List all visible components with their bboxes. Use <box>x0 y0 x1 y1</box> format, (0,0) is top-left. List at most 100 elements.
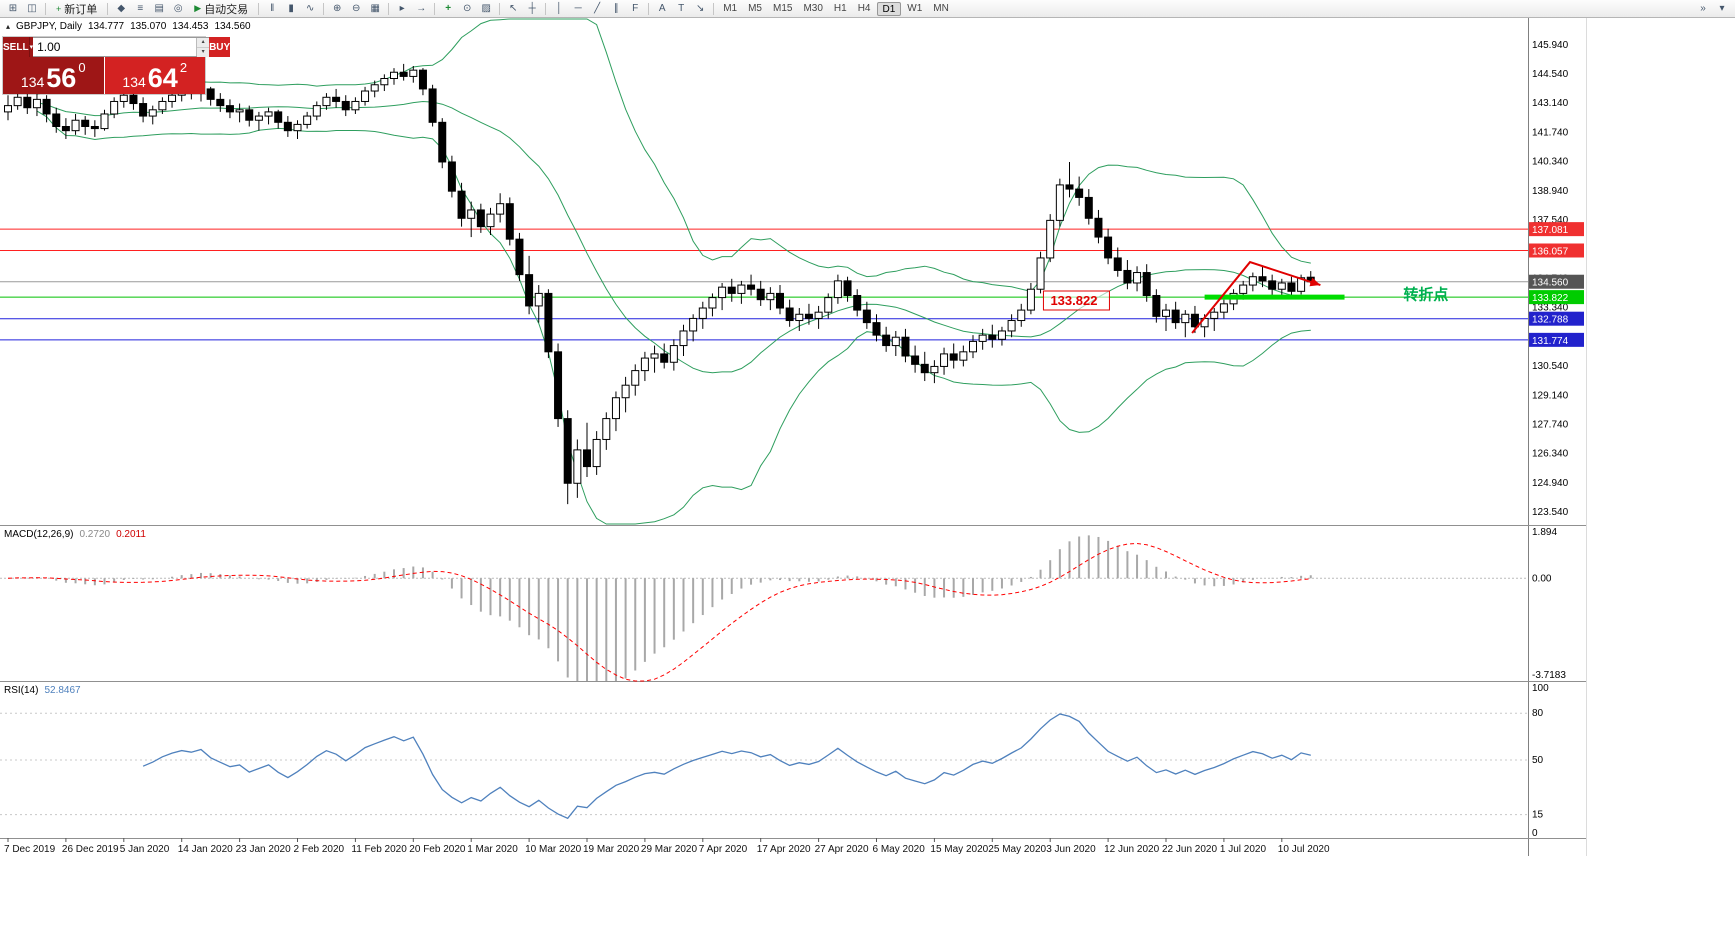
timeframe-d1-button[interactable]: D1 <box>876 1 902 16</box>
timeframe-w1-button[interactable]: W1 <box>907 2 923 14</box>
macd-axis-tick: 0.00 <box>1532 573 1552 584</box>
date-tick-label: 7 Dec 2019 <box>4 844 56 855</box>
price-tick: 133.340 <box>1532 303 1569 314</box>
trend-arrow[interactable] <box>1191 260 1321 334</box>
horizontal-line-icon[interactable]: ─ <box>574 3 582 14</box>
price-tick: 138.940 <box>1532 186 1569 197</box>
price-badge-text: 133.822 <box>1532 293 1569 304</box>
buy-button[interactable]: BUY <box>209 37 231 57</box>
rsi-label: RSI(14) 52.8467 <box>4 685 81 696</box>
channel-icon[interactable]: ∥ <box>613 3 619 14</box>
volume-input[interactable] <box>33 38 197 56</box>
timeframe-m1-button[interactable]: M1 <box>723 2 738 14</box>
macd-axis-tick: -3.7183 <box>1532 670 1566 681</box>
templates-icon[interactable]: ▨ <box>481 3 491 14</box>
new-order-button[interactable]: + 新订单 <box>50 1 103 16</box>
buy-price-prefix: 134 <box>122 73 146 90</box>
toolbar-separator <box>45 2 46 15</box>
volume-spinners: ▴ ▾ <box>196 38 210 57</box>
ohlc-low: 134.453 <box>172 21 209 32</box>
price-badge-text: 136.057 <box>1532 246 1569 257</box>
line-chart-icon[interactable]: ∿ <box>305 3 315 14</box>
price-tick: 127.740 <box>1532 420 1569 431</box>
metaeditor-icon[interactable]: ◆ <box>117 3 126 14</box>
panel-divider-macd[interactable] <box>0 523 1586 527</box>
arrows-icon[interactable]: ↘ <box>695 3 705 14</box>
auto-scroll-icon[interactable]: ▸ <box>399 3 405 14</box>
date-tick-label: 19 Mar 2020 <box>583 844 640 855</box>
price-annotation-text: 133.822 <box>1050 293 1097 308</box>
bar-chart-icon[interactable]: ‖ <box>270 3 275 14</box>
turning-point-label[interactable]: 转折点 <box>1403 285 1448 303</box>
indicators-icon[interactable]: + <box>445 3 452 14</box>
autotrading-button[interactable]: ▶ 自动交易 <box>188 1 254 16</box>
price-axis[interactable]: 145.940 144.540 143.140 141.740 140.340 138.9… <box>1529 40 1584 518</box>
price-annotation-box[interactable] <box>1042 290 1110 311</box>
date-axis[interactable]: 7 Dec 2019 26 Dec 2019 5 Jan 2020 14 Jan 20… <box>4 838 1330 855</box>
fibonacci-icon[interactable]: F <box>632 3 639 14</box>
autotrading-play-icon: ▶ <box>194 3 202 13</box>
timeframe-mn-button[interactable]: MN <box>933 2 949 14</box>
timeframe-h1-button[interactable]: H1 <box>833 2 847 14</box>
timeframe-m15-button[interactable]: M15 <box>773 2 793 14</box>
volume-down-icon[interactable]: ▾ <box>197 48 210 57</box>
rsi-axis-tick: 80 <box>1532 708 1544 719</box>
price-badge-text: 132.788 <box>1532 315 1569 326</box>
price-tick: 140.340 <box>1532 157 1569 168</box>
toolbar-customize-icon[interactable]: ▾ <box>1719 3 1725 14</box>
timeframe-m5-button[interactable]: M5 <box>748 2 762 14</box>
text-label-icon[interactable]: T <box>678 3 685 14</box>
trendline-icon[interactable]: ╱ <box>594 3 601 14</box>
toolbar-overflow-icon[interactable]: » <box>1700 3 1706 14</box>
rsi-name: RSI(14) <box>4 685 39 696</box>
volume-up-icon[interactable]: ▴ <box>197 38 210 48</box>
crosshair-icon[interactable]: ┼ <box>528 3 536 14</box>
price-badge <box>1529 222 1584 237</box>
price-tick: 130.540 <box>1532 361 1569 372</box>
market-watch-icon[interactable]: ≡ <box>137 3 144 14</box>
toolbar-separator <box>713 2 715 15</box>
date-tick-label: 10 Mar 2020 <box>525 844 582 855</box>
data-window-icon[interactable]: ▤ <box>154 3 164 14</box>
tile-windows-icon[interactable]: ▦ <box>370 3 380 14</box>
sell-price-pip: 0 <box>78 60 86 75</box>
new-chart-icon[interactable]: ⊞ <box>8 3 18 14</box>
order-options-icon[interactable]: ▾ <box>28 37 34 57</box>
sell-button[interactable]: SELL <box>3 37 29 57</box>
buy-price-button[interactable]: 134 64 2 <box>103 57 205 94</box>
ohlc-open: 134.777 <box>87 21 125 32</box>
text-icon[interactable]: A <box>658 3 666 14</box>
zoom-out-icon[interactable]: ⊖ <box>351 3 361 14</box>
macd-signal-line <box>7 542 1311 682</box>
bollinger-upper <box>36 18 1311 292</box>
candlestick-chart-icon[interactable]: ▮ <box>288 3 294 14</box>
cursor-icon[interactable]: ↖ <box>508 3 518 14</box>
timeframe-h4-button[interactable]: H4 <box>857 2 871 14</box>
timeframe-m30-button[interactable]: M30 <box>803 2 823 14</box>
navigator-icon[interactable]: ◎ <box>173 3 183 14</box>
toolbar-separator <box>388 2 390 15</box>
candles <box>4 63 1315 505</box>
chart-profiles-icon[interactable]: ◫ <box>27 3 37 14</box>
periods-icon[interactable]: ⊙ <box>462 3 472 14</box>
date-tick-label: 14 Jan 2020 <box>178 844 233 855</box>
panel-divider-rsi[interactable] <box>0 679 1586 683</box>
zoom-in-icon[interactable]: ⊕ <box>332 3 342 14</box>
vertical-line-icon[interactable]: │ <box>556 3 563 14</box>
price-tick: 123.540 <box>1532 507 1569 518</box>
rsi-axis-tick: 100 <box>1532 683 1549 694</box>
date-tick-label: 20 Feb 2020 <box>409 844 466 855</box>
chart-shift-icon[interactable]: → <box>416 3 427 14</box>
sell-price-button[interactable]: 134 56 0 <box>3 57 104 94</box>
macd-value: 0.2720 <box>79 529 111 540</box>
price-tick: 143.140 <box>1532 98 1569 109</box>
rsi-panel: 100 80 50 15 0 <box>0 683 1549 839</box>
date-tick-label: 12 Jun 2020 <box>1104 844 1159 855</box>
macd-panel: 1.894 0.00 -3.7183 <box>0 527 1566 682</box>
collapse-panel-icon[interactable]: ▴ <box>6 22 11 31</box>
ohlc-close: 134.560 <box>214 21 251 32</box>
toolbar-separator <box>545 2 547 15</box>
price-tick: 145.940 <box>1532 40 1569 51</box>
